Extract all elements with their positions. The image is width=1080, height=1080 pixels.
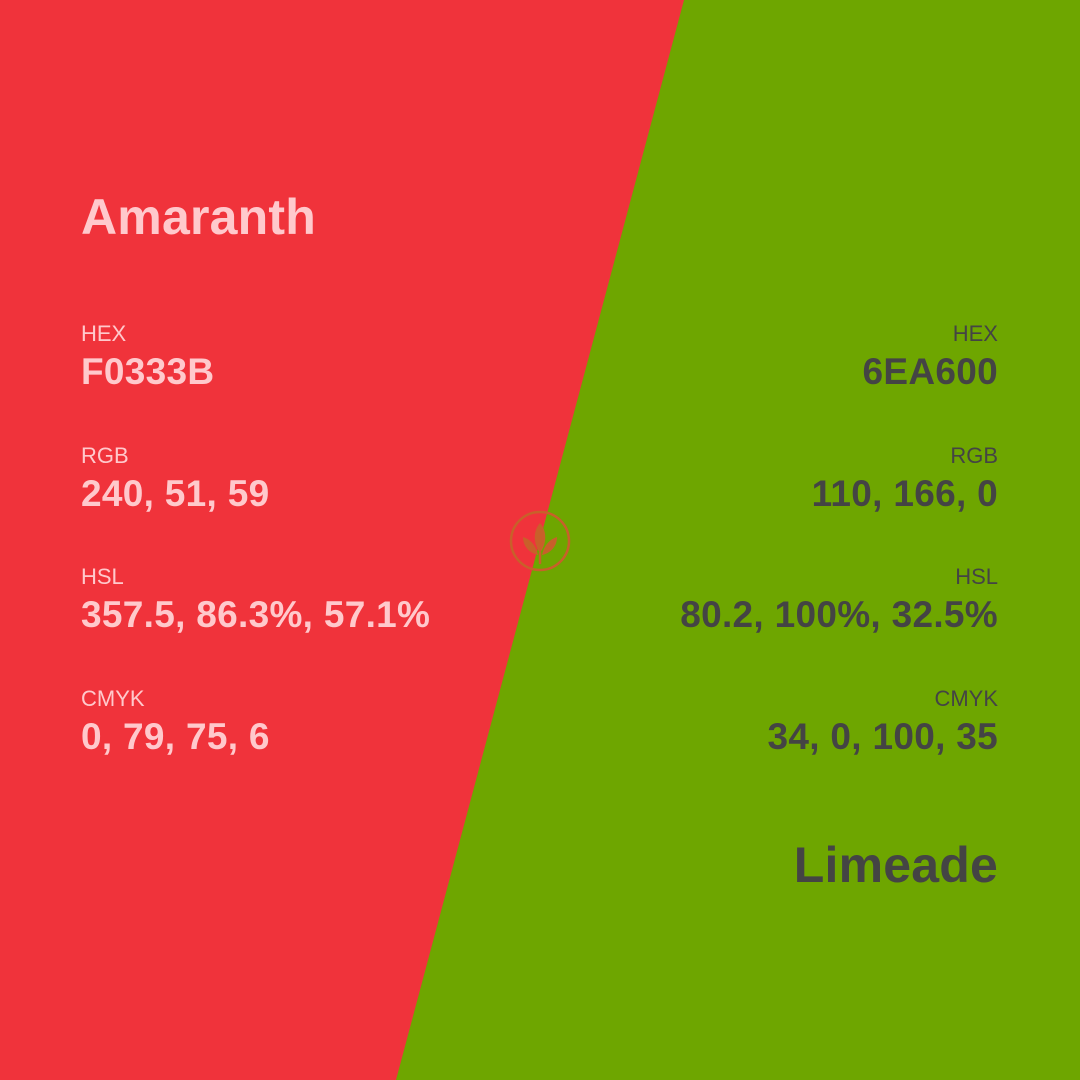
left-rgb-value: 240, 51, 59 [81,473,270,514]
left-hsl-field: HSL 357.5, 86.3%, 57.1% [81,564,541,635]
right-hex-field: HEX 6EA600 [538,321,998,392]
right-cmyk-value: 34, 0, 100, 35 [767,716,998,757]
right-rgb-value: 110, 166, 0 [811,473,998,514]
right-hsl-value: 80.2, 100%, 32.5% [680,594,998,635]
right-hex-label: HEX [952,321,998,346]
left-color-name: Amaranth [81,189,316,245]
right-color-name: Limeade [793,837,998,893]
right-cmyk-label: CMYK [934,686,998,711]
left-hex-value: F0333B [81,351,215,392]
left-hex-label: HEX [81,321,127,346]
left-cmyk-value: 0, 79, 75, 6 [81,716,270,757]
right-hsl-field: HSL 80.2, 100%, 32.5% [538,564,998,635]
left-hsl-label: HSL [81,564,124,589]
left-hsl-value: 357.5, 86.3%, 57.1% [81,594,431,635]
leaf-logo-icon [509,510,571,572]
right-rgb-field: RGB 110, 166, 0 [538,443,998,514]
left-cmyk-label: CMYK [81,686,145,711]
left-hex-field: HEX F0333B [81,321,541,392]
left-rgb-field: RGB 240, 51, 59 [81,443,541,514]
right-rgb-label: RGB [950,443,998,468]
right-cmyk-field: CMYK 34, 0, 100, 35 [538,686,999,757]
left-cmyk-field: CMYK 0, 79, 75, 6 [81,686,541,757]
right-hex-value: 6EA600 [862,351,998,392]
right-hsl-label: HSL [955,564,998,589]
left-rgb-label: RGB [81,443,129,468]
